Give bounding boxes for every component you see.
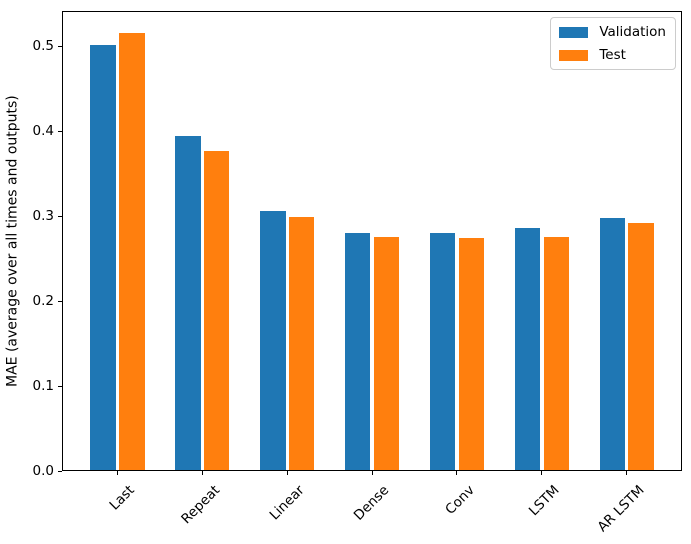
bar-test-dense <box>373 236 400 471</box>
bar-test-repeat <box>203 150 230 471</box>
legend-entry-test: Test <box>559 48 666 62</box>
x-tick-mark <box>201 471 203 475</box>
y-axis-label: MAE (average over all times and outputs) <box>4 95 21 387</box>
plot-area: 0.0 0.1 0.2 0.3 0.4 0.5 Last Repeat Linear Dense C… <box>33 11 682 535</box>
y-tick-mark <box>58 130 62 132</box>
bar-validation-repeat <box>175 135 201 471</box>
x-tick-label-repeat: Repeat <box>177 482 223 528</box>
y-tick-label: 0.5 <box>32 38 54 55</box>
bar-test-conv <box>458 238 485 471</box>
x-tick-mark <box>371 471 373 475</box>
x-tick-mark <box>286 471 288 475</box>
x-tick-mark <box>541 471 543 475</box>
y-tick-label: 0.3 <box>32 208 54 225</box>
legend-entry-validation: Validation <box>559 25 666 39</box>
x-tick-label-linear: Linear <box>266 482 308 524</box>
y-tick-mark <box>58 215 62 217</box>
bar-test-last <box>119 32 145 471</box>
x-tick-mark <box>626 471 628 475</box>
legend-swatch-validation <box>559 26 589 38</box>
x-tick-mark <box>456 471 458 475</box>
legend: Validation Test <box>550 17 676 70</box>
bar-validation-lstm <box>514 228 541 471</box>
y-tick-label: 0.4 <box>32 123 54 140</box>
x-tick-label-dense: Dense <box>351 482 393 524</box>
x-tick-label-conv: Conv <box>441 482 478 518</box>
y-tick-label: 0.2 <box>32 293 54 310</box>
bar-test-ar-lstm <box>628 222 654 471</box>
legend-label-validation: Validation <box>599 24 666 40</box>
bar-test-linear <box>288 217 315 471</box>
y-tick-mark <box>58 300 62 302</box>
bar-validation-dense <box>344 233 371 471</box>
bar-validation-conv <box>429 233 456 471</box>
bar-validation-linear <box>260 211 286 471</box>
bar-validation-ar-lstm <box>599 217 625 471</box>
y-tick-label: 0.1 <box>32 378 54 395</box>
x-tick-label-last: Last <box>106 482 138 514</box>
axes-spines <box>62 11 682 471</box>
bar-test-lstm <box>543 236 569 471</box>
legend-swatch-test <box>559 49 589 61</box>
y-tick-mark <box>58 45 62 47</box>
x-tick-label-lstm: LSTM <box>525 482 563 520</box>
bar-validation-last <box>90 45 116 471</box>
y-tick-label: 0.0 <box>32 463 54 479</box>
x-tick-label-ar-lstm: AR LSTM <box>594 482 648 536</box>
x-tick-mark <box>116 471 118 475</box>
y-tick-mark <box>58 385 62 387</box>
y-tick-mark <box>58 470 62 472</box>
legend-label-test: Test <box>599 47 626 63</box>
